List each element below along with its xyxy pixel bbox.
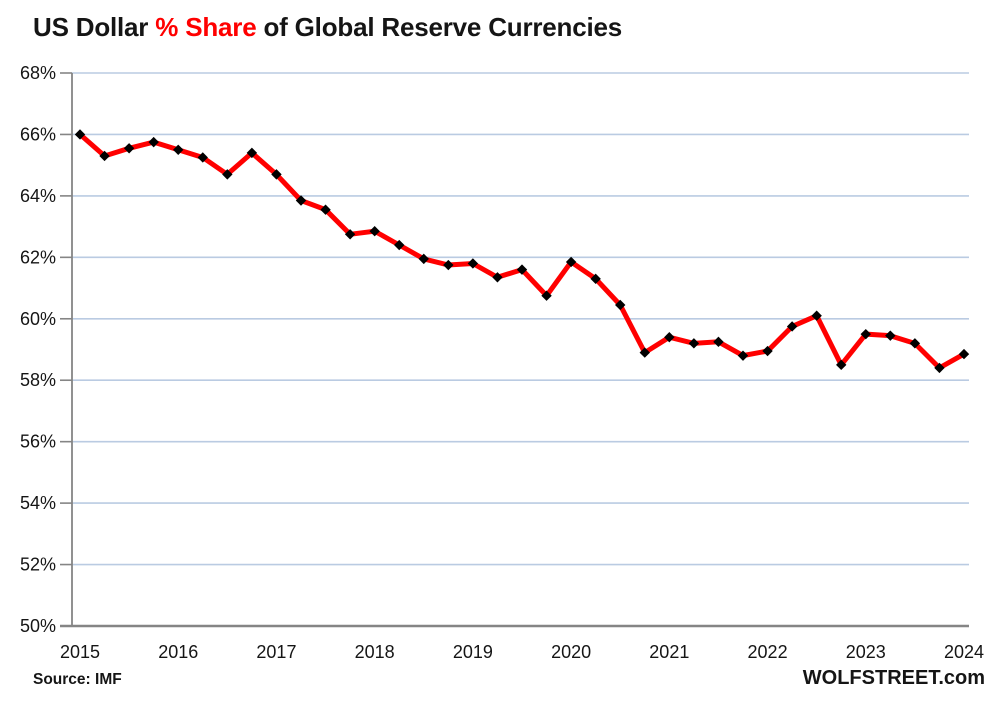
data-line <box>77 131 967 372</box>
data-point-marker <box>737 350 749 361</box>
data-point-marker <box>148 136 159 148</box>
chart-title-part3: of Global Reserve Currencies <box>256 12 623 42</box>
data-point-marker <box>492 272 503 283</box>
data-point-marker <box>639 347 650 358</box>
data-point-marker <box>123 143 135 154</box>
data-point-marker <box>173 144 184 156</box>
data-point-marker <box>271 169 282 180</box>
brand-label: WOLFSTREET.com <box>802 667 985 689</box>
x-axis-label: 2016 <box>158 642 198 662</box>
y-axis-label: 58% <box>20 370 56 390</box>
y-axis-label: 54% <box>20 493 56 513</box>
y-axis-label: 62% <box>20 247 56 267</box>
data-point-marker <box>836 359 847 371</box>
data-point-marker <box>590 273 601 285</box>
y-axis-label: 60% <box>20 309 56 329</box>
data-point-marker <box>246 147 258 159</box>
x-axis-label: 2019 <box>453 642 493 662</box>
data-point-marker <box>762 345 773 357</box>
data-point-marker <box>369 226 380 237</box>
data-point-marker <box>344 229 356 240</box>
data-point-marker <box>394 239 405 251</box>
data-point-marker <box>615 299 626 311</box>
y-axis-label: 64% <box>20 186 56 206</box>
data-point-marker <box>443 259 454 271</box>
y-axis-label: 68% <box>20 63 56 83</box>
y-axis-label: 52% <box>20 555 56 575</box>
x-axis-label: 2015 <box>60 642 100 662</box>
data-point-marker <box>418 253 429 265</box>
data-point-marker <box>541 290 552 301</box>
data-point-marker <box>99 150 110 162</box>
data-point-marker <box>664 332 675 343</box>
chart-title: US Dollar % Share of Global Reserve Curr… <box>33 12 622 43</box>
x-axis-label: 2021 <box>649 642 689 662</box>
data-point-marker <box>958 348 970 360</box>
data-point-marker <box>295 195 307 206</box>
source-label: Source: IMF <box>33 671 122 688</box>
x-axis-label: 2017 <box>256 642 296 662</box>
data-point-marker <box>320 204 331 215</box>
data-point-marker <box>909 338 921 349</box>
data-point-marker <box>860 328 871 340</box>
data-point-marker <box>516 264 528 275</box>
data-point-marker <box>713 336 724 348</box>
data-point-marker <box>934 362 945 374</box>
x-axis-label: 2023 <box>846 642 886 662</box>
x-axis-label: 2024 <box>944 642 984 662</box>
data-point-marker <box>786 321 798 332</box>
chart-title-accent: % Share <box>155 12 257 42</box>
data-point-marker <box>565 256 577 268</box>
data-point-marker <box>885 330 896 341</box>
x-axis-label: 2020 <box>551 642 591 662</box>
data-point-marker <box>688 338 700 349</box>
data-point-marker <box>222 169 233 180</box>
data-point-marker <box>74 129 86 140</box>
y-axis-label: 56% <box>20 432 56 452</box>
data-point-marker <box>467 258 479 269</box>
x-axis-label: 2022 <box>748 642 788 662</box>
x-axis-label: 2018 <box>355 642 395 662</box>
data-point-marker <box>197 152 208 163</box>
y-axis-label: 50% <box>20 616 56 636</box>
chart-title-part1: US Dollar <box>33 12 156 42</box>
data-point-marker <box>811 310 822 321</box>
y-axis-label: 66% <box>20 124 56 144</box>
